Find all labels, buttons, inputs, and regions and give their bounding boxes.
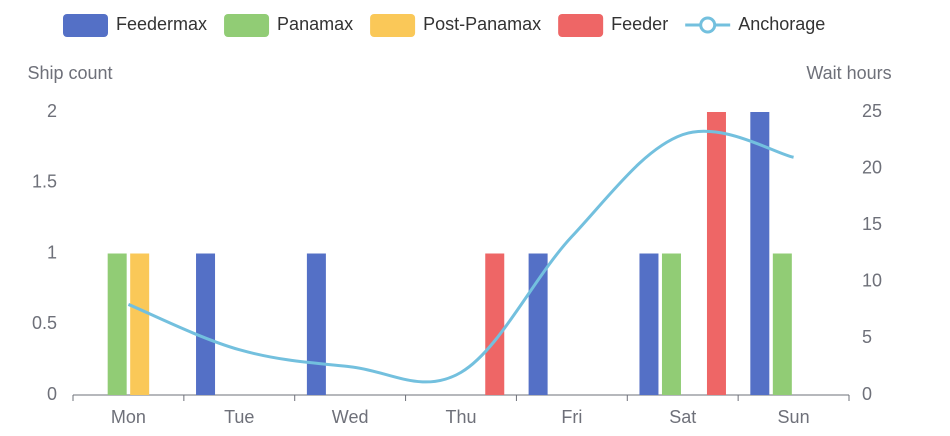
bar [706,112,726,395]
legend-label: Panamax [277,14,353,34]
bar [772,253,792,395]
bar [306,253,326,395]
legend-icon [699,16,717,34]
x-tick-label: Sun [778,407,810,427]
x-tick-label: Tue [224,407,254,427]
bar [750,112,770,395]
line [127,129,794,384]
x-tick-label: Fri [561,407,582,427]
y-axis-title: Ship count [27,63,112,83]
y-tick-label: 0 [47,384,57,404]
bar [661,253,681,395]
legend-label: Anchorage [738,14,825,34]
y-tick-label: 1 [47,242,57,262]
y-tick-label: 0.5 [32,313,57,333]
x-tick-label: Mon [111,407,146,427]
y2-tick-label: 25 [862,101,882,121]
bar [639,253,659,395]
legend: Feedermax Panamax Post-Panamax Feeder Anchor… [63,14,825,37]
legend-label: Feeder [611,14,668,34]
y2-tick-label: 0 [862,384,872,404]
y2-tick-label: 10 [862,271,882,291]
bar [196,253,216,395]
y2-tick-label: 20 [862,157,882,177]
y2-axis-title: Wait hours [806,63,891,83]
x-tick-label: Sat [669,407,696,427]
y2-tick-label: 15 [862,214,882,234]
legend-icon [224,14,270,37]
y2-tick-label: 5 [862,327,872,347]
legend-icon [370,14,416,37]
bar [485,253,505,395]
legend-icon [63,14,108,37]
x-tick-label: Thu [445,407,476,427]
y-tick-label: 2 [47,101,57,121]
y-tick-label: 1.5 [32,172,57,192]
legend-label: Feedermax [116,14,207,34]
legend-icon [558,14,604,37]
bar [107,253,127,395]
legend-label: Post-Panamax [423,14,541,34]
bar [528,253,548,395]
bar [130,253,150,395]
x-tick-label: Wed [332,407,369,427]
